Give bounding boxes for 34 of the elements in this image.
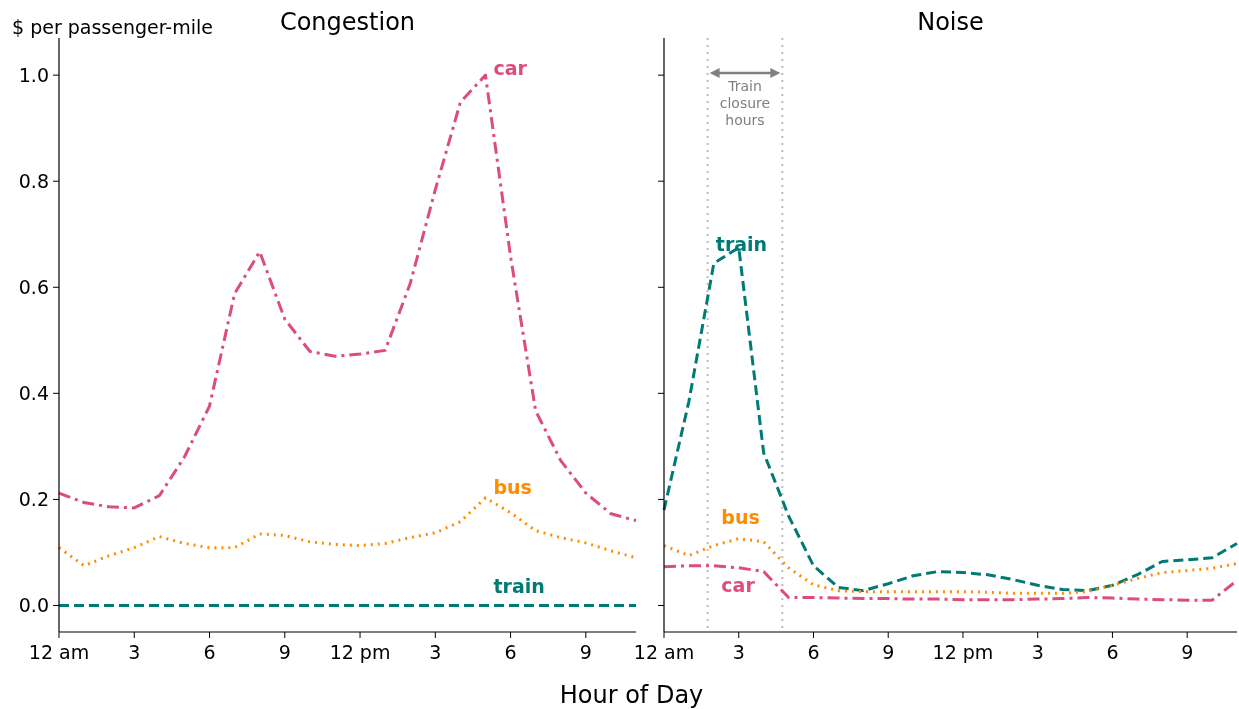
y-axis-title: $ per passenger-mile [12, 16, 213, 38]
line-series [57, 73, 638, 523]
x-tick-label: 9 [278, 641, 291, 663]
x-tick-label: 6 [203, 641, 216, 663]
series-label: bus [721, 505, 760, 528]
x-tick-label: 9 [579, 641, 592, 663]
x-tick-label: 12 pm [932, 641, 994, 663]
x-tick-label: 12 am [28, 641, 90, 663]
annotation: Train closure hours [719, 78, 771, 128]
y-tick-label: 0.0 [18, 594, 49, 617]
y-tick-label: 0.2 [18, 488, 49, 511]
series-label: bus [493, 475, 532, 498]
series-label: car [721, 573, 756, 596]
y-tick-label: 0.4 [18, 381, 49, 404]
series-label: car [493, 57, 528, 80]
y-tick-label: 0.6 [18, 275, 49, 298]
y-tick-label: 1.0 [18, 63, 49, 86]
x-tick-label: 3 [732, 641, 745, 663]
x-tick-label: 3 [128, 641, 141, 663]
x-axis-title: Hour of Day [559, 681, 704, 709]
x-tick-label: 12 pm [329, 641, 391, 663]
x-tick-label: 6 [1106, 641, 1119, 663]
series-label: train [493, 575, 545, 598]
x-tick-label: 6 [504, 641, 517, 663]
x-tick-label: 9 [882, 641, 895, 663]
x-tick-label: 3 [1031, 641, 1044, 663]
x-tick-label: 6 [807, 641, 820, 663]
x-tick-label: 3 [429, 641, 442, 663]
series-label: train [715, 233, 768, 256]
chart-title: Congestion [279, 8, 416, 36]
x-tick-label: 12 am [633, 641, 695, 663]
x-tick-label: 9 [1181, 641, 1194, 663]
chart-title: Noise [917, 8, 984, 36]
y-tick-label: 0.8 [18, 169, 49, 192]
